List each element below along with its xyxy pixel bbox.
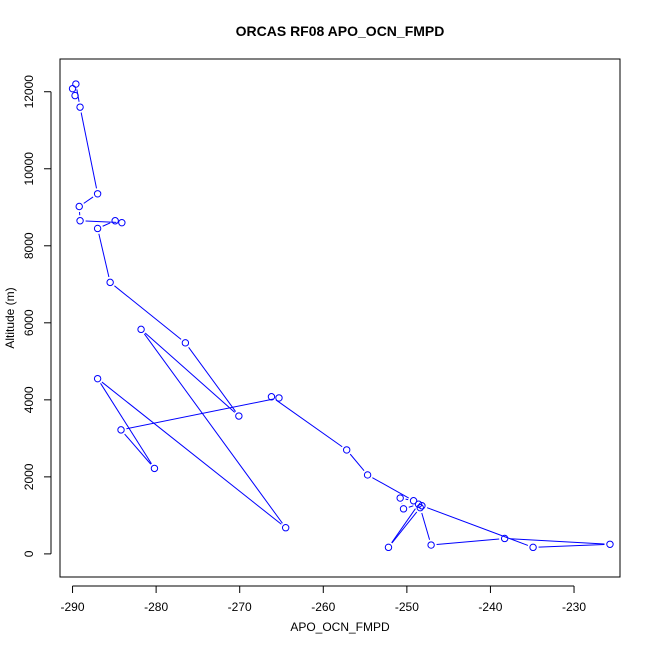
data-point [409, 497, 418, 505]
data-point [150, 464, 159, 473]
data-point [76, 217, 84, 225]
series-line-segment [80, 112, 98, 189]
y-tick-label: 6000 [22, 309, 36, 336]
series-line-segment [408, 505, 414, 508]
x-tick-label: -270 [228, 600, 252, 614]
data-point [606, 540, 614, 548]
chart-title: ORCAS RF08 APO_OCN_FMPD [236, 23, 445, 39]
series-line-segment [275, 399, 343, 448]
data-point [111, 217, 119, 225]
series-line-segment [391, 508, 416, 544]
y-tick-label: 0 [22, 550, 36, 557]
data-point [399, 505, 408, 513]
series-line-segment [143, 333, 283, 524]
series-line-segment [421, 512, 431, 540]
data-point [118, 218, 126, 227]
data-point [117, 426, 125, 434]
plot-frame [59, 58, 621, 578]
series-line-segment [391, 511, 418, 544]
y-tick-label: 2000 [22, 463, 36, 490]
y-axis: 0 2000 4000 6000 8000 10000 12000 [22, 75, 52, 557]
data-point [93, 224, 102, 233]
data-point [418, 502, 426, 510]
data-point [342, 446, 351, 454]
x-axis: -290 -280 -270 -260 -250 -240 -230 [61, 585, 586, 614]
data-point [75, 202, 83, 211]
data-point [72, 80, 80, 88]
series-line-segment [102, 222, 111, 227]
data-point [68, 84, 77, 93]
y-axis-label: Altitude (m) [3, 287, 17, 348]
x-tick-label: -290 [61, 600, 85, 614]
data-point [235, 412, 243, 420]
series-line-segment [510, 538, 605, 545]
series-line-segment [85, 220, 117, 223]
series-line-segment [126, 398, 274, 430]
x-tick-label: -240 [478, 600, 502, 614]
x-tick-label: -250 [395, 600, 419, 614]
x-axis-label: APO_OCN_FMPD [290, 620, 390, 634]
data-point [71, 91, 79, 100]
data-point [275, 394, 283, 402]
series-line-segment [98, 233, 110, 278]
data-point [281, 524, 290, 532]
data-point [384, 543, 393, 552]
series-line-segment [101, 381, 282, 525]
series-line-segment [100, 383, 152, 465]
data-point [76, 103, 84, 111]
series-line-segment [426, 507, 529, 546]
data-point [396, 494, 404, 502]
x-tick-label: -260 [311, 600, 335, 614]
series-line-segment [83, 196, 94, 204]
series-line-segment [372, 477, 410, 499]
series-line-segment [349, 453, 365, 472]
data-point [529, 543, 537, 552]
data-point [363, 471, 372, 479]
data-point [267, 393, 276, 401]
series-line-segment [188, 346, 237, 412]
series-line-segment [124, 433, 152, 465]
y-tick-label: 4000 [22, 386, 36, 413]
series-line-segment [405, 498, 409, 501]
x-tick-label: -230 [562, 600, 586, 614]
data-point [500, 534, 509, 543]
data-point [414, 500, 423, 508]
data-point [416, 503, 424, 512]
data-point [93, 374, 102, 383]
series-layer [68, 80, 614, 552]
series-line-segment [114, 285, 182, 340]
x-tick-label: -280 [144, 600, 168, 614]
series-line-segment [538, 543, 605, 548]
data-point [93, 190, 102, 198]
series-line-segment [144, 332, 236, 413]
data-point [106, 278, 114, 287]
data-point [427, 541, 435, 549]
data-point [181, 339, 190, 347]
y-tick-label: 12000 [22, 75, 36, 109]
series-line-segment [436, 538, 500, 546]
data-point [137, 325, 145, 334]
y-tick-label: 8000 [22, 232, 36, 259]
y-tick-label: 10000 [22, 152, 36, 186]
